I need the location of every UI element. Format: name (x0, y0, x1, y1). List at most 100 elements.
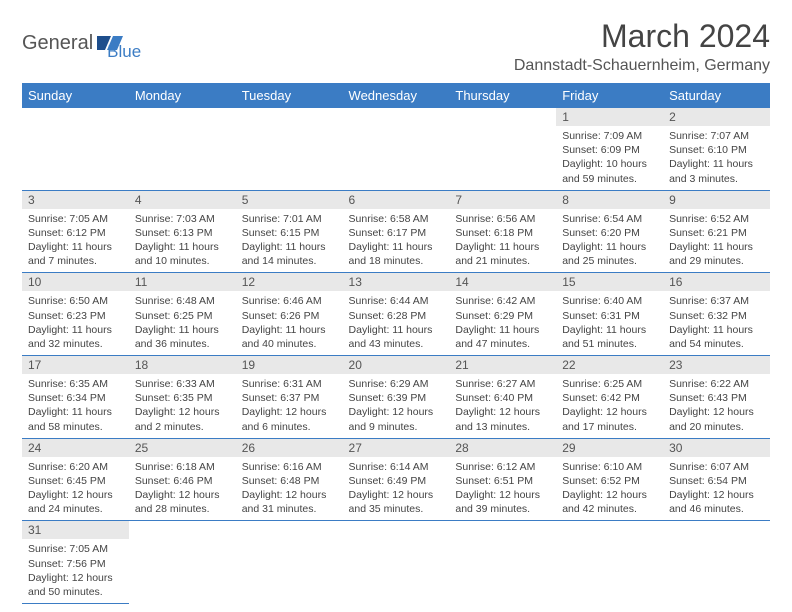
sunset-text: Sunset: 6:43 PM (669, 391, 764, 405)
daylight-text: Daylight: 11 hours and 43 minutes. (349, 323, 444, 351)
calendar-cell (449, 108, 556, 190)
calendar-cell: 7Sunrise: 6:56 AMSunset: 6:18 PMDaylight… (449, 190, 556, 273)
daylight-text: Daylight: 11 hours and 40 minutes. (242, 323, 337, 351)
calendar-week-row: 24Sunrise: 6:20 AMSunset: 6:45 PMDayligh… (22, 438, 770, 521)
day-number: 19 (236, 356, 343, 374)
sunset-text: Sunset: 6:52 PM (562, 474, 657, 488)
sunrise-text: Sunrise: 6:29 AM (349, 377, 444, 391)
logo: General Blue (22, 18, 141, 62)
daylight-text: Daylight: 12 hours and 35 minutes. (349, 488, 444, 516)
title-block: March 2024 Dannstadt-Schauernheim, Germa… (514, 18, 770, 75)
daylight-text: Daylight: 12 hours and 6 minutes. (242, 405, 337, 433)
daylight-text: Daylight: 11 hours and 54 minutes. (669, 323, 764, 351)
calendar-cell: 13Sunrise: 6:44 AMSunset: 6:28 PMDayligh… (343, 273, 450, 356)
day-details: Sunrise: 6:56 AMSunset: 6:18 PMDaylight:… (449, 209, 556, 273)
daylight-text: Daylight: 12 hours and 46 minutes. (669, 488, 764, 516)
day-details: Sunrise: 7:05 AMSunset: 6:12 PMDaylight:… (22, 209, 129, 273)
sunrise-text: Sunrise: 6:35 AM (28, 377, 123, 391)
day-number: 1 (556, 108, 663, 126)
sunset-text: Sunset: 6:54 PM (669, 474, 764, 488)
sunset-text: Sunset: 6:28 PM (349, 309, 444, 323)
sunrise-text: Sunrise: 6:22 AM (669, 377, 764, 391)
sunrise-text: Sunrise: 6:33 AM (135, 377, 230, 391)
sunset-text: Sunset: 6:13 PM (135, 226, 230, 240)
daylight-text: Daylight: 12 hours and 2 minutes. (135, 405, 230, 433)
calendar-cell: 26Sunrise: 6:16 AMSunset: 6:48 PMDayligh… (236, 438, 343, 521)
day-number: 12 (236, 273, 343, 291)
sunset-text: Sunset: 6:31 PM (562, 309, 657, 323)
day-details: Sunrise: 6:52 AMSunset: 6:21 PMDaylight:… (663, 209, 770, 273)
sunset-text: Sunset: 6:51 PM (455, 474, 550, 488)
sunrise-text: Sunrise: 6:16 AM (242, 460, 337, 474)
calendar-cell: 30Sunrise: 6:07 AMSunset: 6:54 PMDayligh… (663, 438, 770, 521)
sunrise-text: Sunrise: 6:42 AM (455, 294, 550, 308)
daylight-text: Daylight: 11 hours and 58 minutes. (28, 405, 123, 433)
logo-text-part2: Blue (107, 24, 141, 62)
day-number: 11 (129, 273, 236, 291)
sunset-text: Sunset: 6:42 PM (562, 391, 657, 405)
day-details: Sunrise: 6:35 AMSunset: 6:34 PMDaylight:… (22, 374, 129, 438)
sunset-text: Sunset: 6:20 PM (562, 226, 657, 240)
calendar-cell: 1Sunrise: 7:09 AMSunset: 6:09 PMDaylight… (556, 108, 663, 190)
daylight-text: Daylight: 11 hours and 10 minutes. (135, 240, 230, 268)
day-details: Sunrise: 6:46 AMSunset: 6:26 PMDaylight:… (236, 291, 343, 355)
daylight-text: Daylight: 11 hours and 14 minutes. (242, 240, 337, 268)
calendar-cell: 4 Sunrise: 7:03 AMSunset: 6:13 PMDaylight… (129, 190, 236, 273)
calendar-cell: 21Sunrise: 6:27 AMSunset: 6:40 PMDayligh… (449, 356, 556, 439)
calendar-body: 1 Sunrise: 7:09 AMSunset: 6:09 PM Daylight… (22, 108, 770, 604)
day-details: Sunrise: 6:27 AMSunset: 6:40 PMDaylight:… (449, 374, 556, 438)
sunrise-text: Sunrise: 6:18 AM (135, 460, 230, 474)
day-number: 28 (449, 439, 556, 457)
daylight-text: Daylight: 11 hours and 21 minutes. (455, 240, 550, 268)
daylight-text: Daylight: 12 hours and 9 minutes. (349, 405, 444, 433)
daylight-text: Daylight: 12 hours and 28 minutes. (135, 488, 230, 516)
sunrise-text: Sunrise: 6:58 AM (349, 212, 444, 226)
calendar-cell: 10Sunrise: 6:50 AMSunset: 6:23 PMDayligh… (22, 273, 129, 356)
day-number: 5 (236, 191, 343, 209)
sunset-text: Sunset: 6:26 PM (242, 309, 337, 323)
calendar-week-row: 17Sunrise: 6:35 AMSunset: 6:34 PMDayligh… (22, 356, 770, 439)
weekday-header: Sunday (22, 83, 129, 108)
calendar-week-row: 10Sunrise: 6:50 AMSunset: 6:23 PMDayligh… (22, 273, 770, 356)
calendar-cell: 14Sunrise: 6:42 AMSunset: 6:29 PMDayligh… (449, 273, 556, 356)
location-subtitle: Dannstadt-Schauernheim, Germany (514, 57, 770, 75)
daylight-text: Daylight: 11 hours and 25 minutes. (562, 240, 657, 268)
sunrise-text: Sunrise: 6:27 AM (455, 377, 550, 391)
day-details: Sunrise: 7:05 AMSunset: 7:56 PMDaylight:… (22, 539, 129, 603)
day-details: Sunrise: 6:16 AMSunset: 6:48 PMDaylight:… (236, 457, 343, 521)
day-details: Sunrise: 6:14 AMSunset: 6:49 PMDaylight:… (343, 457, 450, 521)
day-number: 4 (129, 191, 236, 209)
day-number: 8 (556, 191, 663, 209)
day-number: 2 (663, 108, 770, 126)
sunset-text: Sunset: 6:15 PM (242, 226, 337, 240)
day-details: Sunrise: 6:37 AMSunset: 6:32 PMDaylight:… (663, 291, 770, 355)
sunset-text: Sunset: 6:37 PM (242, 391, 337, 405)
calendar-cell: 24Sunrise: 6:20 AMSunset: 6:45 PMDayligh… (22, 438, 129, 521)
sunrise-text: Sunrise: 6:56 AM (455, 212, 550, 226)
day-details: Sunrise: 6:58 AMSunset: 6:17 PMDaylight:… (343, 209, 450, 273)
sunset-text: Sunset: 6:46 PM (135, 474, 230, 488)
day-details: Sunrise: 6:44 AMSunset: 6:28 PMDaylight:… (343, 291, 450, 355)
calendar-cell (449, 521, 556, 604)
sunrise-text: Sunrise: 6:31 AM (242, 377, 337, 391)
sunset-text: Sunset: 6:09 PM (562, 143, 657, 157)
page-title: March 2024 (514, 18, 770, 55)
day-number: 17 (22, 356, 129, 374)
day-details: Sunrise: 6:50 AMSunset: 6:23 PMDaylight:… (22, 291, 129, 355)
sunset-text: Sunset: 6:25 PM (135, 309, 230, 323)
daylight-text: Daylight: 12 hours and 20 minutes. (669, 405, 764, 433)
calendar-cell (236, 521, 343, 604)
day-number: 16 (663, 273, 770, 291)
header: General Blue March 2024 Dannstadt-Schaue… (22, 18, 770, 75)
calendar-cell (22, 108, 129, 190)
sunset-text: Sunset: 6:35 PM (135, 391, 230, 405)
calendar-cell: 15Sunrise: 6:40 AMSunset: 6:31 PMDayligh… (556, 273, 663, 356)
sunrise-text: Sunrise: 7:07 AM (669, 129, 764, 143)
calendar-cell: 27Sunrise: 6:14 AMSunset: 6:49 PMDayligh… (343, 438, 450, 521)
sunrise-text: Sunrise: 7:09 AM (562, 129, 657, 143)
day-details: Sunrise: 6:31 AMSunset: 6:37 PMDaylight:… (236, 374, 343, 438)
day-details: Sunrise: 6:07 AMSunset: 6:54 PMDaylight:… (663, 457, 770, 521)
sunrise-text: Sunrise: 7:05 AM (28, 542, 123, 556)
sunrise-text: Sunrise: 7:03 AM (135, 212, 230, 226)
daylight-text: Daylight: 12 hours and 50 minutes. (28, 571, 123, 599)
